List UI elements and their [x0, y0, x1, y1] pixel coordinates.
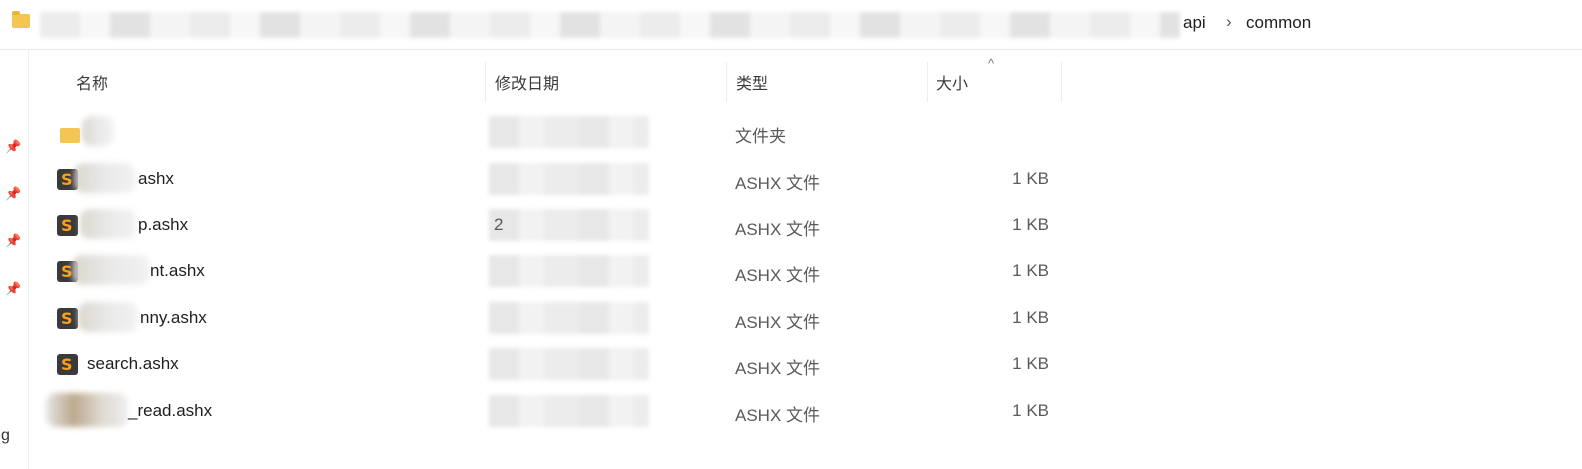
pin-icon[interactable]: 📌 [5, 233, 22, 248]
file-name: nt.ashx [150, 261, 205, 280]
column-header-date[interactable]: 修改日期 [495, 76, 560, 93]
redacted-date [489, 302, 649, 334]
folder-icon [12, 11, 30, 28]
redacted-name [74, 163, 136, 193]
redacted-date [489, 395, 649, 427]
sublime-text-file-icon [57, 308, 78, 329]
redacted-path [40, 12, 1180, 38]
file-type: 文件夹 [735, 127, 786, 146]
file-name: _read.ashx [128, 401, 213, 420]
column-header-size[interactable]: 大小 [936, 76, 969, 93]
file-size: 1 KB [1012, 261, 1049, 280]
file-name: ashx [138, 169, 174, 188]
file-type: ASHX 文件 [735, 174, 821, 193]
list-item[interactable]: search.ashx ASHX 文件 1 KB [44, 342, 1064, 386]
redacted-date [489, 255, 649, 287]
sublime-text-file-icon [57, 354, 78, 375]
navigation-pane: 📌 📌 📌 📌 g [0, 50, 29, 469]
redacted-name [80, 209, 136, 239]
breadcrumb-chevron-icon[interactable]: › [1226, 12, 1232, 31]
file-name: p.ashx [138, 215, 189, 234]
breadcrumb-common[interactable]: common [1246, 13, 1312, 32]
redacted-name [72, 255, 150, 285]
sublime-text-file-icon [57, 215, 78, 236]
pin-icon[interactable]: 📌 [5, 139, 22, 154]
redacted-date [489, 163, 649, 195]
file-size: 1 KB [1012, 308, 1049, 327]
nav-item-partial[interactable]: g [1, 427, 10, 444]
file-type: ASHX 文件 [735, 220, 821, 239]
file-type: ASHX 文件 [735, 359, 821, 378]
list-item[interactable]: _read.ashx ASHX 文件 1 KB [44, 389, 1064, 433]
folder-icon [60, 128, 80, 143]
redacted-date [489, 348, 649, 380]
list-item[interactable]: nny.ashx ASHX 文件 1 KB [44, 296, 1064, 340]
list-item[interactable]: nt.ashx ASHX 文件 1 KB [44, 249, 1064, 293]
file-date-partial: 2 [494, 215, 504, 234]
redacted-date [489, 116, 649, 148]
file-name: nny.ashx [140, 308, 207, 327]
pin-icon[interactable]: 📌 [5, 186, 22, 201]
sort-ascending-icon: ^ [988, 56, 995, 71]
breadcrumb-api[interactable]: api [1183, 13, 1206, 32]
column-divider[interactable] [485, 62, 486, 102]
column-header-type[interactable]: 类型 [736, 76, 769, 93]
file-type: ASHX 文件 [735, 406, 821, 425]
pin-icon[interactable]: 📌 [5, 281, 22, 296]
redacted-name [82, 116, 114, 146]
file-size: 1 KB [1012, 401, 1049, 420]
redacted-name [46, 393, 128, 427]
redacted-date [489, 209, 649, 241]
sublime-text-file-icon [57, 169, 78, 190]
redacted-name [78, 302, 138, 332]
file-type: ASHX 文件 [735, 266, 821, 285]
file-size: 1 KB [1012, 169, 1049, 188]
address-bar[interactable]: api › common [0, 0, 1582, 50]
file-size: 1 KB [1012, 215, 1049, 234]
file-type: ASHX 文件 [735, 313, 821, 332]
column-divider[interactable] [726, 62, 727, 102]
file-name: search.ashx [87, 354, 179, 373]
file-size: 1 KB [1012, 354, 1049, 373]
column-divider[interactable] [1061, 62, 1062, 102]
list-item[interactable]: 文件夹 [44, 110, 1064, 154]
column-divider[interactable] [927, 62, 928, 102]
list-item[interactable]: p.ashx 2 ASHX 文件 1 KB [44, 203, 1064, 247]
column-header-name[interactable]: 名称 [76, 76, 109, 93]
list-item[interactable]: ashx ASHX 文件 1 KB [44, 157, 1064, 201]
